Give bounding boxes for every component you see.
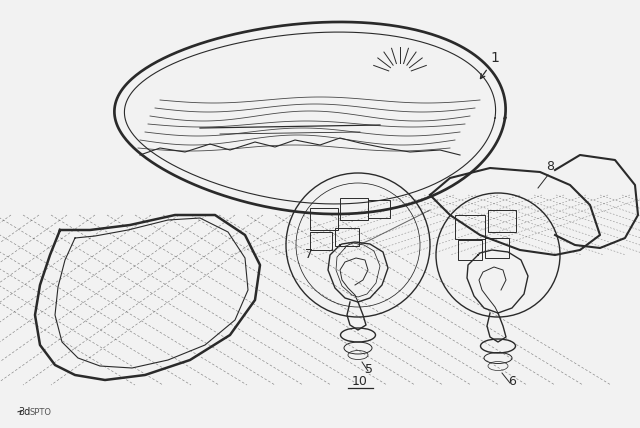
Text: 5: 5: [365, 363, 373, 376]
Bar: [455, 215, 485, 239]
Text: 7: 7: [305, 248, 313, 261]
Text: 1: 1: [490, 51, 499, 65]
Bar: [335, 228, 359, 246]
Bar: [310, 208, 338, 230]
Text: SPTO: SPTO: [30, 408, 52, 417]
Bar: [488, 210, 516, 232]
Bar: [368, 200, 390, 218]
Text: 10: 10: [352, 375, 368, 388]
Bar: [458, 240, 482, 260]
Text: 3d: 3d: [18, 407, 30, 417]
Bar: [310, 232, 332, 250]
Text: 6: 6: [508, 375, 516, 388]
Text: 8: 8: [546, 160, 554, 173]
Bar: [340, 198, 368, 220]
Bar: [485, 238, 509, 258]
